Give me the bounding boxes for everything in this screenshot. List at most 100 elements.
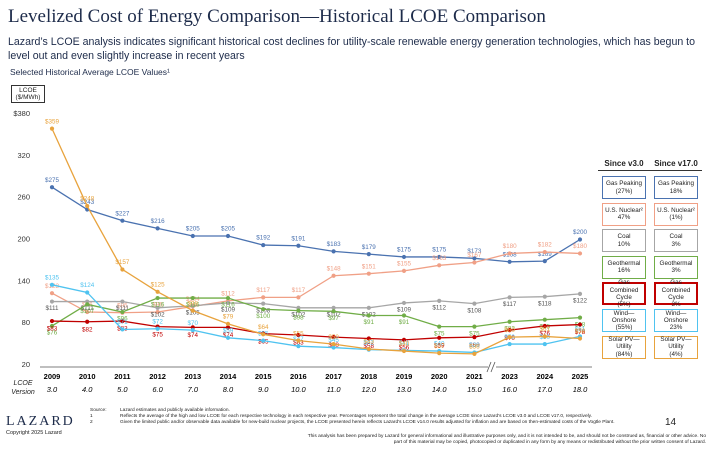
data-point: [331, 345, 336, 350]
x-tick-label: 2016: [290, 372, 307, 381]
data-label: $41: [399, 340, 410, 347]
data-point: [85, 302, 90, 307]
data-point: [120, 267, 125, 272]
data-label: $205: [221, 226, 236, 233]
data-label: $36: [469, 344, 480, 351]
y-tick-label: 80: [22, 318, 30, 327]
series-line: [51, 251, 581, 314]
data-point: [261, 301, 266, 306]
data-point: [296, 243, 301, 248]
x-tick-label: 2023: [501, 372, 518, 381]
x-tick-label: 2014: [220, 372, 238, 381]
version-label: 11.0: [327, 385, 342, 394]
data-label: $109: [221, 307, 236, 314]
x-tick-label: 2025: [572, 372, 589, 381]
data-label: $111: [45, 305, 59, 312]
data-point: [155, 295, 160, 301]
data-label: $102: [327, 311, 342, 318]
data-label: $56: [399, 345, 410, 352]
data-point: [577, 336, 583, 341]
data-point: [507, 335, 512, 340]
x-tick-label: 2012: [149, 372, 166, 381]
axis-break-mark: [490, 361, 496, 373]
data-point: [542, 341, 547, 347]
data-label: $40: [399, 341, 410, 348]
data-label: $112: [221, 291, 235, 298]
data-point: [437, 335, 442, 340]
data-label: $216: [151, 218, 166, 225]
data-point: [401, 348, 407, 354]
data-point: [49, 291, 55, 296]
data-label: $76: [540, 331, 551, 338]
data-label: $98: [188, 300, 199, 307]
data-label: $175: [432, 247, 447, 254]
data-label: $118: [538, 300, 552, 307]
data-label: $173: [467, 248, 482, 255]
data-point: [155, 326, 160, 331]
data-label: $37: [434, 343, 445, 350]
data-point: [85, 203, 90, 209]
y-axis-label: LCOE ($/MWh): [11, 85, 45, 103]
data-label: $82: [82, 326, 93, 333]
data-point: [120, 327, 125, 332]
version-label: 5.0: [117, 385, 128, 394]
data-point: [155, 305, 160, 310]
data-label: $124: [80, 282, 95, 289]
version-label: 10.0: [291, 385, 306, 394]
data-point: [472, 324, 477, 329]
change-box: Solar PV—Utility (4%): [654, 335, 698, 359]
data-label: $72: [152, 318, 163, 325]
y-tick-label: 20: [22, 360, 30, 369]
change-box: Geothermal 3%: [654, 255, 698, 279]
data-label: $169: [538, 251, 553, 258]
change-value: (5%): [617, 301, 631, 309]
data-label: $109: [397, 307, 412, 314]
note: Given the limited public and/or observab…: [120, 420, 615, 426]
data-label: $116: [221, 302, 235, 309]
note-key: 2: [90, 420, 93, 426]
series-name: Gas Combined Cycle: [661, 279, 691, 301]
change-value: 23%: [669, 324, 683, 332]
version-label: 12.0: [361, 385, 376, 394]
data-label: $61: [540, 326, 551, 333]
x-tick-label: 2015: [255, 372, 272, 381]
panel-header: Since v17.0: [650, 159, 702, 171]
data-point: [296, 332, 301, 338]
data-point: [507, 251, 512, 256]
change-box: Gas Combined Cycle 3%: [654, 279, 698, 309]
data-point: [155, 309, 160, 315]
series-line: [52, 293, 581, 309]
data-point: [366, 346, 371, 352]
change-box: Geothermal 16%: [602, 255, 646, 279]
version-label: 7.0: [188, 385, 199, 394]
data-label: $117: [503, 301, 517, 308]
data-point: [472, 260, 477, 265]
data-label: $200: [573, 229, 588, 236]
change-box: Coal 3%: [654, 229, 698, 253]
data-point: [49, 126, 55, 131]
series-name: U.S. Nuclear²: [605, 206, 643, 214]
data-point: [401, 268, 407, 273]
version-label: 8.0: [223, 385, 234, 394]
data-point: [190, 328, 195, 333]
data-point: [225, 325, 231, 330]
data-point: [542, 323, 547, 329]
data-label: $155: [397, 261, 412, 268]
series-name: Coal: [669, 233, 683, 241]
data-point: [366, 313, 371, 318]
data-label: $70: [188, 320, 199, 327]
data-label: $105: [186, 309, 201, 316]
data-label: $60: [504, 327, 515, 334]
data-label: $43: [364, 339, 375, 346]
data-label: $167: [467, 252, 482, 259]
data-point: [507, 319, 512, 324]
change-box: Gas Peaking 18%: [654, 176, 698, 199]
data-point: [472, 256, 477, 261]
subtitle: Lazard’s LCOE analysis indicates signifi…: [8, 36, 696, 62]
data-label: $205: [186, 226, 201, 233]
logo: LAZARD: [6, 414, 75, 429]
change-value: (55%): [615, 324, 633, 332]
data-point: [155, 226, 160, 231]
change-value: 3%: [671, 301, 681, 309]
data-point: [437, 254, 442, 260]
